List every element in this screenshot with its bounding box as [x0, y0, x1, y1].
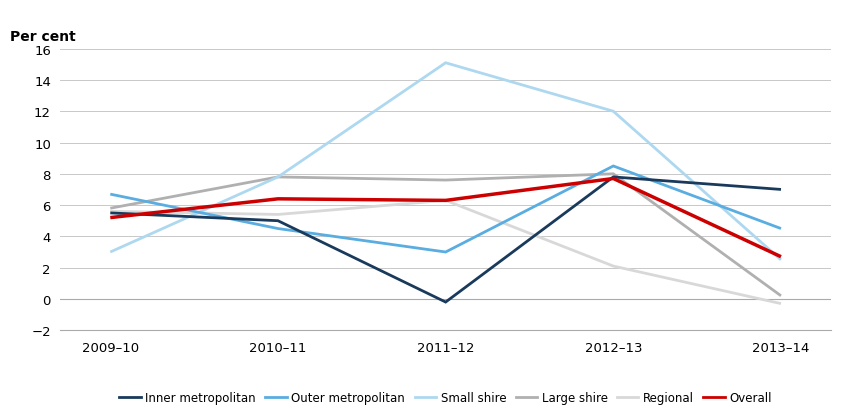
Text: Per cent: Per cent	[10, 30, 75, 44]
Legend: Inner metropolitan, Outer metropolitan, Small shire, Large shire, Regional, Over: Inner metropolitan, Outer metropolitan, …	[115, 387, 776, 409]
